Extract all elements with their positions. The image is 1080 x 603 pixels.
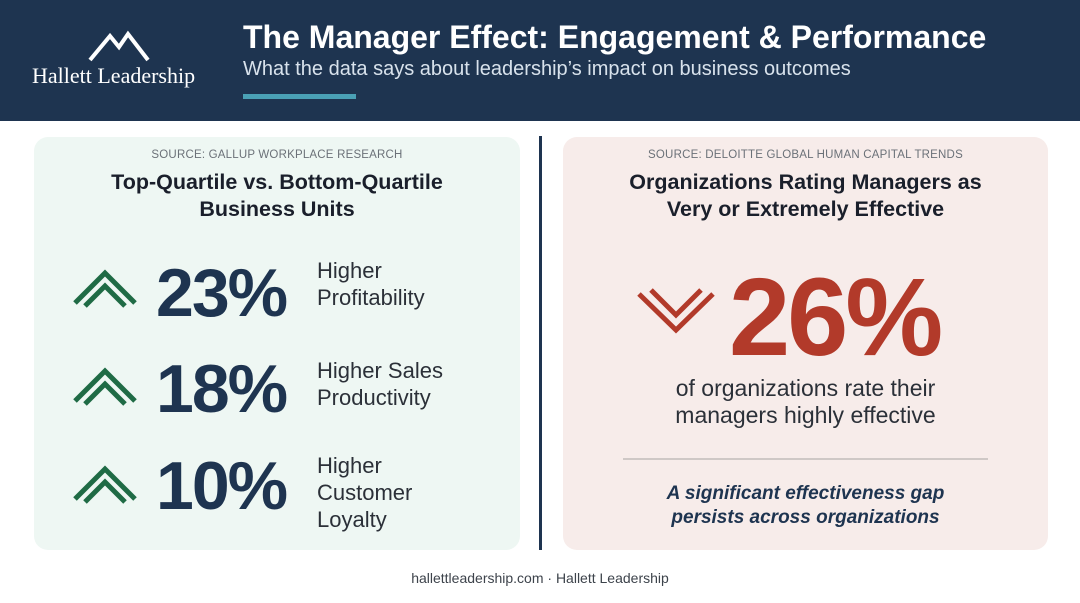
- callout-text: A significant effectiveness gap persists…: [563, 482, 1048, 530]
- panel-title: Organizations Rating Managers as Very or…: [563, 169, 1048, 223]
- mountain-icon: [88, 30, 150, 62]
- footer-credit[interactable]: hallettleadership.com · Hallett Leadersh…: [411, 570, 669, 586]
- callout-line: persists across organizations: [671, 507, 940, 528]
- panel-title-line: Very or Extremely Effective: [666, 197, 945, 221]
- stat-sales-productivity: 18% Higher Sales Productivity: [34, 347, 520, 437]
- accent-bar: [243, 94, 356, 99]
- panel-divider: [539, 136, 542, 550]
- stat-desc-line: Profitability: [317, 285, 425, 310]
- stat-desc-line: Higher Sales: [317, 358, 443, 383]
- brand-logo[interactable]: Hallett Leadership: [28, 28, 218, 98]
- chevron-up-icon: [73, 465, 137, 504]
- caption-line: managers highly effective: [675, 402, 936, 428]
- stat-description: Higher Customer Loyalty: [317, 452, 412, 533]
- separator-rule: [623, 458, 988, 460]
- stat-desc-line: Loyalty: [317, 507, 387, 532]
- stat-desc-line: Higher: [317, 453, 382, 478]
- panel-title: Top-Quartile vs. Bottom-Quartile Busines…: [34, 169, 520, 223]
- stat-value: 10%: [156, 448, 288, 524]
- deloitte-panel: SOURCE: DELOITTE GLOBAL HUMAN CAPITAL TR…: [563, 137, 1048, 550]
- panel-title-line: Business Units: [199, 197, 355, 221]
- chevron-up-icon: [73, 269, 137, 308]
- source-label: SOURCE: GALLUP WORKPLACE RESEARCH: [151, 149, 403, 161]
- stat-description: Higher Profitability: [317, 257, 425, 311]
- header-banner: Hallett Leadership The Manager Effect: E…: [0, 0, 1080, 121]
- stat-value: 23%: [156, 255, 288, 331]
- caption-line: of organizations rate their: [675, 375, 936, 401]
- panel-title-line: Top-Quartile vs. Bottom-Quartile: [111, 170, 443, 194]
- callout-line: A significant effectiveness gap: [666, 483, 945, 504]
- page-subtitle: What the data says about leadership’s im…: [243, 58, 851, 80]
- chevron-down-icon: [637, 288, 715, 334]
- stat-profitability: 23% Higher Profitability: [34, 247, 520, 337]
- page-title: The Manager Effect: Engagement & Perform…: [243, 19, 987, 55]
- stat-description: Higher Sales Productivity: [317, 357, 443, 411]
- stat-desc-line: Customer: [317, 480, 413, 505]
- stat-value: 18%: [156, 351, 288, 427]
- source-label: SOURCE: DELOITTE GLOBAL HUMAN CAPITAL TR…: [648, 149, 963, 161]
- stat-desc-line: Higher: [317, 258, 382, 283]
- stat-value: 26%: [729, 256, 943, 379]
- stat-customer-loyalty: 10% Higher Customer Loyalty: [34, 447, 520, 537]
- stat-caption: of organizations rate their managers hig…: [563, 375, 1048, 429]
- gallup-panel: SOURCE: GALLUP WORKPLACE RESEARCH Top-Qu…: [34, 137, 520, 550]
- brand-name: Hallett Leadership: [32, 63, 196, 88]
- panel-title-line: Organizations Rating Managers as: [629, 170, 982, 194]
- stat-desc-line: Productivity: [317, 385, 431, 410]
- chevron-up-icon: [73, 367, 137, 406]
